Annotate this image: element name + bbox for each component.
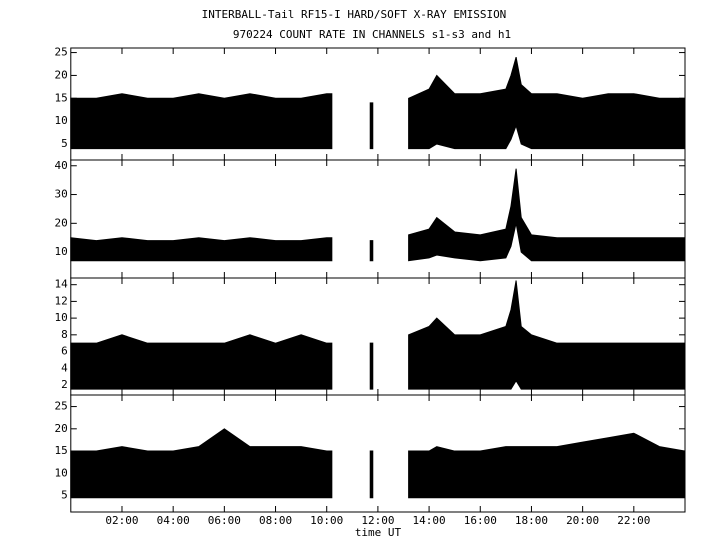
y-tick-label: 5 <box>61 137 68 150</box>
y-tick-label: 15 <box>55 444 68 457</box>
y-tick-label: 20 <box>55 68 68 81</box>
y-tick-label: 14 <box>55 278 69 291</box>
y-tick-label: 15 <box>55 91 68 104</box>
y-tick-label: 25 <box>55 400 68 413</box>
x-tick-label: 04:00 <box>157 514 190 527</box>
data-band <box>70 334 333 390</box>
y-tick-label: 2 <box>61 378 68 391</box>
data-band <box>70 93 333 150</box>
y-tick-label: 12 <box>55 294 68 307</box>
data-band <box>369 240 374 262</box>
x-tick-label: 08:00 <box>259 514 292 527</box>
x-tick-label: 06:00 <box>208 514 241 527</box>
x-axis-label: time UT <box>355 526 402 539</box>
x-tick-label: 10:00 <box>310 514 343 527</box>
y-tick-label: 8 <box>61 328 68 341</box>
y-tick-label: 5 <box>61 489 68 502</box>
data-band <box>369 450 374 499</box>
y-tick-label: 10 <box>55 114 68 127</box>
x-tick-label: 02:00 <box>105 514 138 527</box>
chart-title: INTERBALL-Tail RF15-I HARD/SOFT X-RAY EM… <box>202 8 507 21</box>
x-tick-label: 14:00 <box>413 514 446 527</box>
y-tick-label: 4 <box>61 361 68 374</box>
data-band <box>408 168 686 262</box>
x-tick-label: 16:00 <box>464 514 497 527</box>
x-tick-label: 20:00 <box>566 514 599 527</box>
y-tick-label: 6 <box>61 345 68 358</box>
data-band <box>369 102 374 150</box>
data-band <box>408 432 686 499</box>
data-band <box>70 428 333 499</box>
x-tick-label: 18:00 <box>515 514 548 527</box>
data-band <box>369 342 374 390</box>
y-tick-label: 10 <box>55 466 68 479</box>
y-tick-label: 10 <box>55 311 68 324</box>
y-tick-label: 30 <box>55 188 68 201</box>
data-band <box>408 57 686 150</box>
x-tick-label: 12:00 <box>361 514 394 527</box>
y-tick-label: 40 <box>55 159 68 172</box>
x-tick-label: 22:00 <box>617 514 650 527</box>
data-band <box>70 237 333 262</box>
y-tick-label: 20 <box>55 422 68 435</box>
y-tick-label: 25 <box>55 46 68 59</box>
chart-subtitle: 970224 COUNT RATE IN CHANNELS s1-s3 and … <box>233 28 511 41</box>
data-band <box>408 280 686 390</box>
y-tick-label: 20 <box>55 216 68 229</box>
y-tick-label: 10 <box>55 245 68 258</box>
